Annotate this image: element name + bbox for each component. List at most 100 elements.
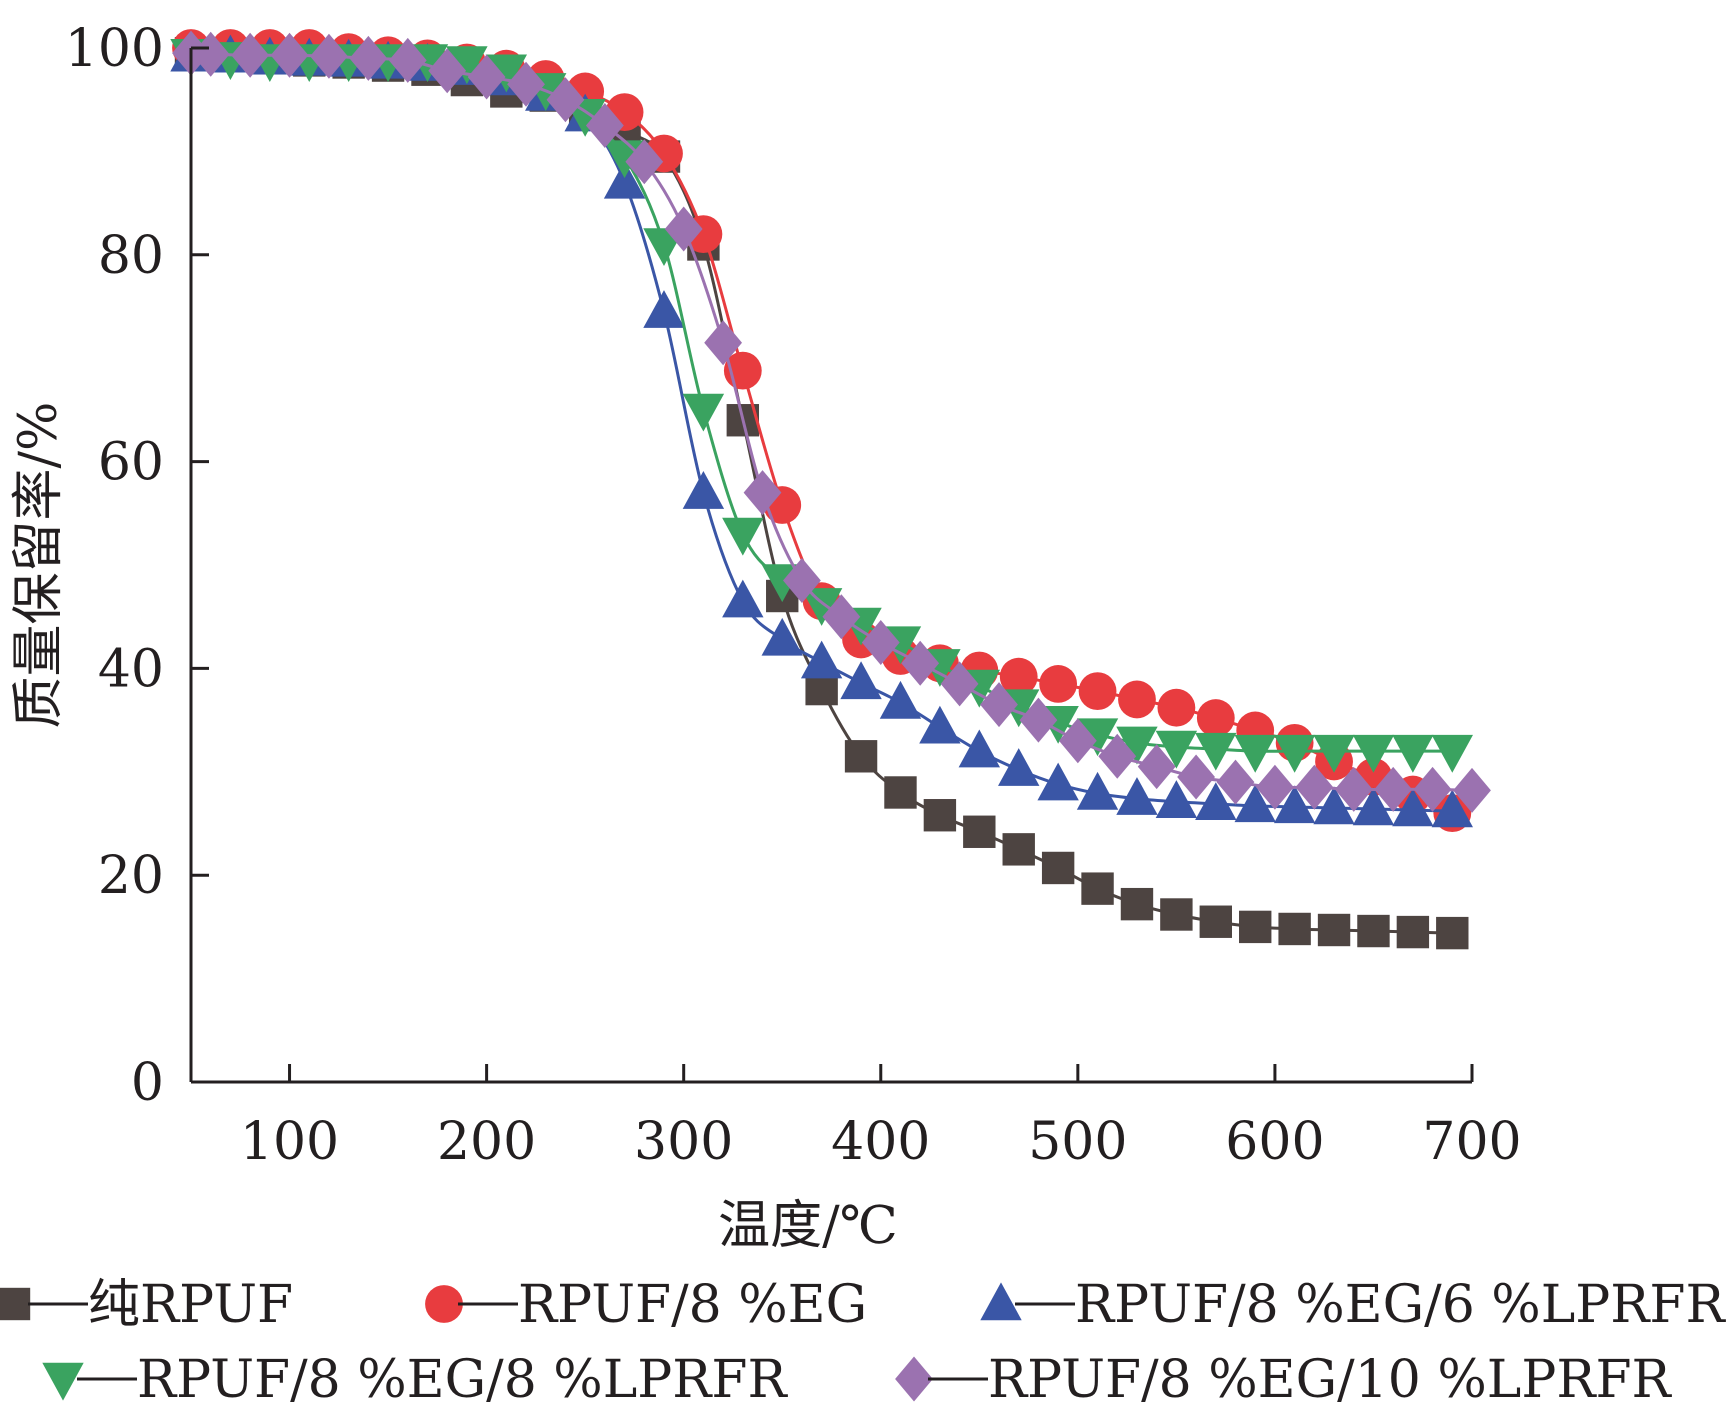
data-point — [428, 48, 467, 94]
data-point — [349, 35, 388, 81]
data-point — [1392, 734, 1434, 773]
data-point — [1334, 766, 1373, 812]
data-point — [1081, 872, 1114, 905]
y-tick-label: 40 — [98, 639, 164, 699]
data-point — [800, 640, 843, 679]
data-point — [1002, 833, 1035, 866]
x-axis-title: 温度/℃ — [718, 1196, 898, 1256]
data-point — [1357, 914, 1390, 948]
data-point — [1352, 734, 1395, 773]
y-tick-label: 20 — [98, 846, 164, 906]
data-point — [507, 61, 545, 107]
data-point — [1374, 766, 1413, 812]
data-point — [998, 748, 1040, 786]
legend-marker — [42, 1362, 84, 1401]
data-point — [1196, 699, 1235, 737]
data-point — [467, 54, 506, 100]
data-point — [1195, 732, 1237, 771]
data-point — [682, 393, 725, 432]
series-layer — [170, 29, 1491, 950]
x-tick-label: 500 — [1028, 1112, 1127, 1172]
data-point — [1098, 733, 1137, 779]
data-point — [1195, 782, 1237, 821]
x-tick-label: 700 — [1422, 1112, 1521, 1172]
y-tick-label: 0 — [131, 1053, 164, 1113]
data-point — [1116, 726, 1158, 765]
data-point — [1313, 734, 1355, 773]
data-point — [1273, 785, 1316, 824]
data-point — [1037, 762, 1079, 801]
data-point — [1019, 697, 1058, 743]
data-point — [1137, 744, 1176, 790]
data-point — [1396, 915, 1430, 949]
data-point — [1041, 851, 1075, 885]
data-point — [546, 77, 585, 123]
data-point — [270, 32, 309, 78]
x-tick-label: 200 — [437, 1112, 536, 1172]
data-point — [919, 705, 961, 744]
data-point — [643, 290, 685, 328]
data-point — [1157, 688, 1196, 727]
data-point — [1295, 764, 1334, 810]
legend-label: RPUF/8 %EG — [518, 1275, 867, 1335]
data-point — [1160, 898, 1193, 931]
data-point — [980, 682, 1018, 728]
data-point — [743, 470, 782, 516]
data-point — [1313, 786, 1355, 825]
data-point — [999, 657, 1038, 696]
data-point — [783, 558, 821, 604]
legend-label: 纯RPUF — [88, 1275, 293, 1335]
legend-marker — [0, 1287, 31, 1321]
data-point — [884, 776, 917, 809]
data-point — [1234, 784, 1276, 823]
data-point — [1155, 730, 1198, 769]
data-point — [682, 471, 725, 509]
data-point — [822, 594, 861, 640]
data-point — [1453, 767, 1491, 813]
data-point — [800, 588, 843, 626]
x-tick-label: 600 — [1225, 1112, 1324, 1172]
data-point — [1413, 766, 1452, 812]
data-point — [1199, 905, 1232, 938]
series-2 — [172, 29, 1472, 833]
data-point — [1352, 787, 1395, 826]
legend-label: RPUF/8 %EG/6 %LPRFR — [1075, 1275, 1726, 1335]
axes-layer — [189, 48, 1472, 1084]
data-point — [1317, 913, 1351, 947]
data-point — [1118, 680, 1156, 719]
x-tick-label: 400 — [831, 1112, 930, 1172]
data-point — [1234, 734, 1276, 773]
data-point — [603, 160, 646, 199]
legend-marker — [425, 1285, 463, 1323]
data-point — [879, 680, 922, 719]
legend-label: RPUF/8 %EG/10 %LPRFR — [988, 1350, 1673, 1410]
legend-item: RPUF/8 %EG/10 %LPRFR — [895, 1350, 1673, 1410]
ticks-layer: 100 200 300 400 500 600 700 0 20 40 60 80 100 — [65, 19, 1522, 1172]
legend-marker — [980, 1282, 1022, 1321]
data-point — [446, 46, 488, 85]
data-point — [1436, 916, 1469, 950]
data-point — [1431, 789, 1473, 828]
data-point — [1278, 912, 1311, 946]
data-point — [761, 617, 803, 656]
data-point — [901, 640, 940, 686]
data-point — [1058, 718, 1097, 764]
x-tick-label: 100 — [240, 1112, 339, 1172]
data-point — [722, 579, 764, 618]
data-point — [664, 206, 703, 252]
legend-item: 纯RPUF — [0, 1275, 293, 1335]
data-point — [1239, 910, 1272, 944]
y-tick-label: 60 — [98, 433, 164, 493]
data-point — [1273, 734, 1316, 773]
data-point — [1216, 759, 1255, 805]
data-point — [1078, 672, 1117, 711]
data-point — [585, 103, 624, 149]
x-tick-label: 300 — [634, 1112, 733, 1172]
data-point — [625, 139, 664, 185]
data-point — [1120, 887, 1154, 921]
data-point — [485, 54, 528, 93]
data-point — [844, 740, 878, 773]
data-point — [1116, 777, 1158, 815]
